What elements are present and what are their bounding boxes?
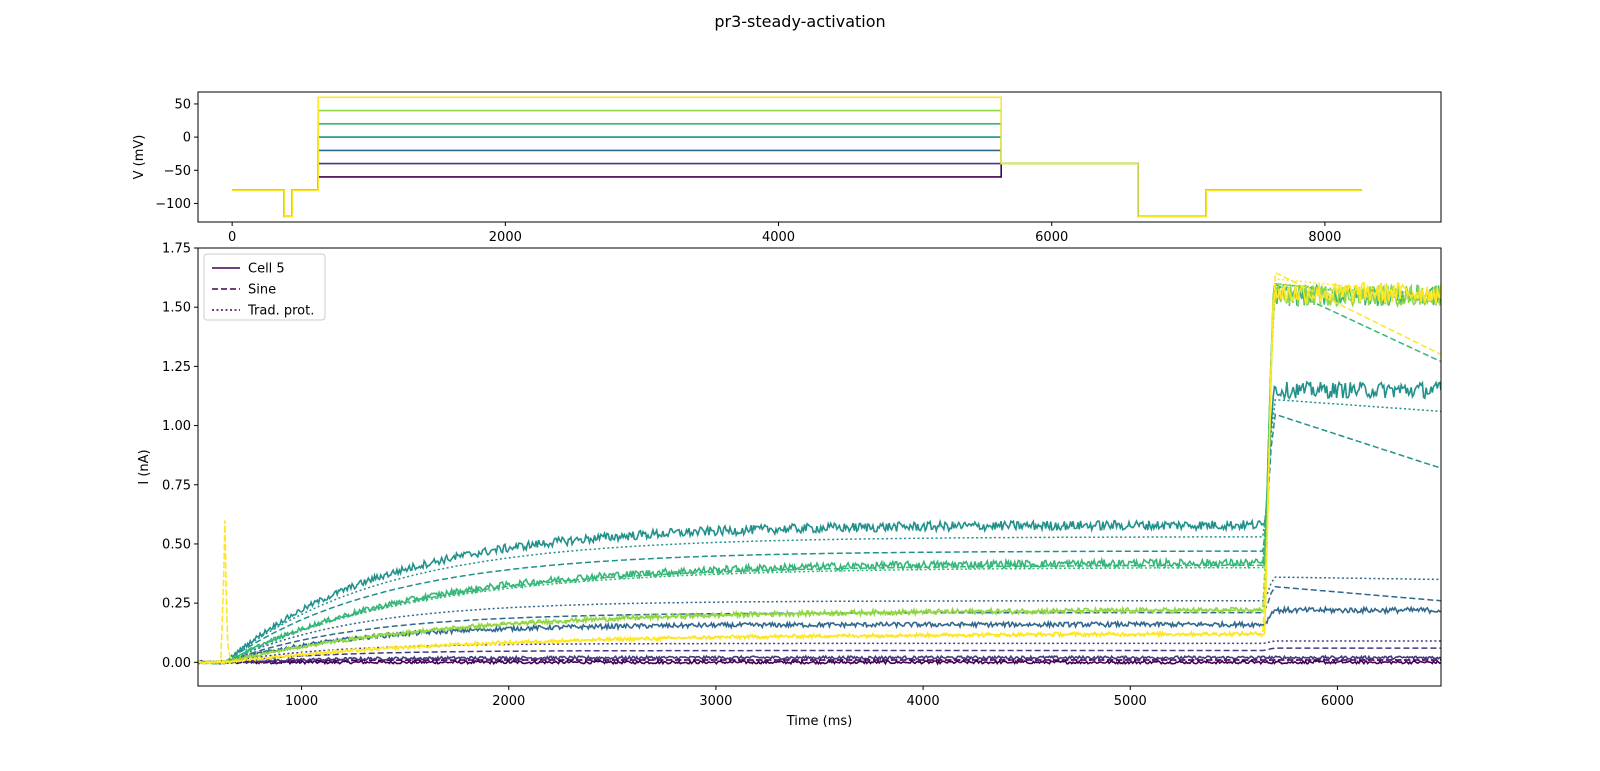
legend-label-cell: Cell 5 xyxy=(248,262,285,277)
current-x-tick-label: 4000 xyxy=(907,694,940,709)
voltage-trace xyxy=(232,149,1362,218)
voltage-y-tick-label: 50 xyxy=(174,97,191,112)
current-plot-frame xyxy=(197,247,1442,687)
trad-model-trace xyxy=(198,282,1441,664)
voltage-plot-frame xyxy=(197,91,1442,223)
voltage-x-tick-label: 8000 xyxy=(1308,230,1341,245)
current-y-tick-label: 1.75 xyxy=(162,242,191,257)
current-x-axis-label: Time (ms) xyxy=(786,714,853,729)
sine-model-trace xyxy=(198,413,1441,664)
current-y-tick-label: 1.50 xyxy=(162,301,191,316)
voltage-panel: 0 2000 4000 6000 8000 50 0 −50 −100 V (mV) xyxy=(132,91,1442,245)
current-y-tick-label: 0.00 xyxy=(162,656,191,671)
cell-trace xyxy=(198,659,1441,666)
voltage-x-axis: 0 2000 4000 6000 8000 xyxy=(228,222,1341,245)
cell-trace xyxy=(198,654,1441,665)
legend: Cell 5 Sine Trad. prot. xyxy=(203,253,326,321)
current-x-tick-label: 1000 xyxy=(285,694,318,709)
current-x-tick-label: 6000 xyxy=(1321,694,1354,709)
trad-model-trace xyxy=(198,659,1441,664)
voltage-y-axis: 50 0 −50 −100 xyxy=(155,97,198,212)
sine-model-trace xyxy=(198,282,1441,664)
legend-label-sine: Sine xyxy=(248,283,276,298)
cell-trace xyxy=(198,281,1441,666)
voltage-traces xyxy=(232,96,1362,218)
current-y-tick-label: 1.00 xyxy=(162,419,191,434)
voltage-x-tick-label: 2000 xyxy=(489,230,522,245)
legend-box xyxy=(203,253,326,321)
voltage-y-axis-label: V (mV) xyxy=(132,135,147,180)
current-y-tick-label: 0.50 xyxy=(162,537,191,552)
voltage-x-tick-label: 4000 xyxy=(762,230,795,245)
current-y-tick-label: 1.25 xyxy=(162,360,191,375)
current-x-tick-label: 3000 xyxy=(699,694,732,709)
current-panel: 1000 2000 3000 4000 5000 6000 0.00 0.25 0.50 0.7… xyxy=(137,242,1442,729)
current-y-tick-label: 0.25 xyxy=(162,597,191,612)
voltage-trace xyxy=(232,96,1362,218)
cell-trace xyxy=(198,604,1441,666)
legend-label-trad: Trad. prot. xyxy=(247,304,314,319)
voltage-trace xyxy=(232,162,1362,218)
current-x-tick-label: 2000 xyxy=(492,694,525,709)
current-traces xyxy=(198,271,1441,666)
voltage-x-tick-label: 0 xyxy=(228,230,236,245)
cell-trace xyxy=(198,283,1441,665)
trad-model-trace xyxy=(198,398,1441,664)
cell-trace xyxy=(198,380,1441,665)
voltage-y-tick-label: −50 xyxy=(164,164,191,179)
voltage-y-tick-label: −100 xyxy=(155,197,191,212)
voltage-trace xyxy=(232,162,1362,218)
sine-model-trace xyxy=(198,271,1441,664)
current-y-tick-label: 0.75 xyxy=(162,478,191,493)
current-y-axis: 0.00 0.25 0.50 0.75 1.00 1.25 1.50 1.75 xyxy=(162,242,198,671)
sine-model-trace xyxy=(198,647,1441,664)
voltage-y-tick-label: 0 xyxy=(183,131,191,146)
current-x-tick-label: 5000 xyxy=(1114,694,1147,709)
sine-model-trace xyxy=(198,283,1441,664)
current-x-axis: 1000 2000 3000 4000 5000 6000 xyxy=(285,686,1354,709)
figure-title: pr3-steady-activation xyxy=(714,12,886,31)
current-y-axis-label: I (nA) xyxy=(137,449,152,484)
voltage-x-tick-label: 6000 xyxy=(1035,230,1068,245)
